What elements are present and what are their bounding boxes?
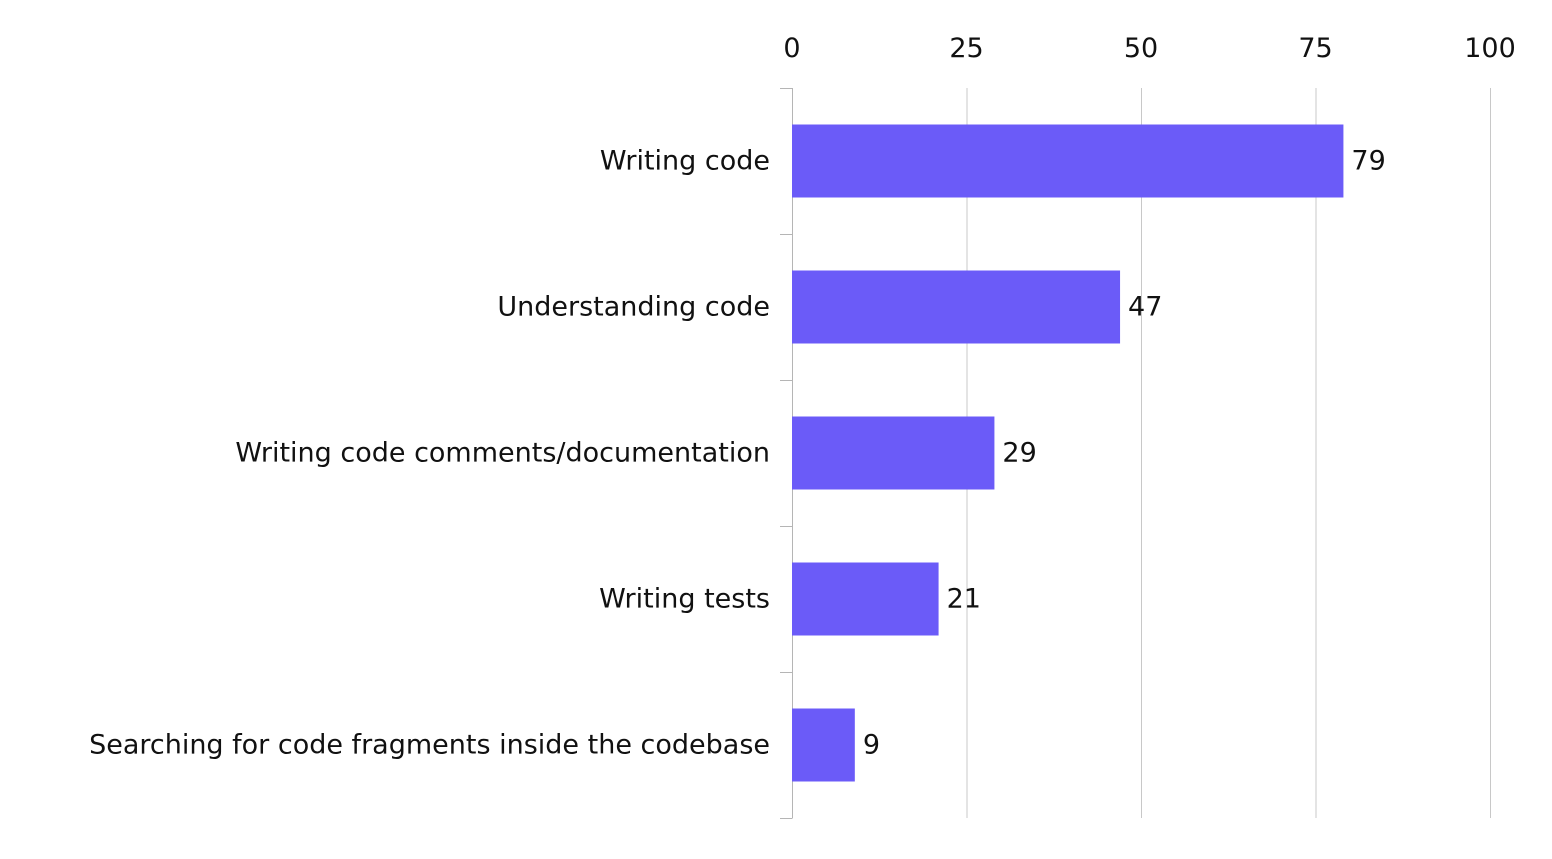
y-axis <box>780 88 793 819</box>
x-axis-ticks: 0 25 50 75 100 <box>783 33 1515 64</box>
category-label: Writing code <box>600 146 770 177</box>
bar <box>792 708 855 782</box>
category-label: Understanding code <box>497 292 770 323</box>
bar-value-label: 21 <box>947 584 981 615</box>
category-label: Writing tests <box>599 584 770 615</box>
bar <box>792 562 939 636</box>
category-label: Searching for code fragments inside the … <box>89 730 770 761</box>
bar-value-label: 79 <box>1351 146 1385 177</box>
bar <box>792 416 995 490</box>
x-tick-label: 50 <box>1124 33 1158 64</box>
bar-value-label: 29 <box>1002 438 1036 469</box>
category-label: Writing code comments/documentation <box>235 438 770 469</box>
bars <box>792 124 1344 782</box>
value-labels: 79 47 29 21 9 <box>863 146 1386 761</box>
category-labels: Writing code Understanding code Writing co… <box>89 146 770 761</box>
bar <box>792 124 1344 198</box>
bar <box>792 270 1121 344</box>
x-tick-label: 100 <box>1464 33 1516 64</box>
x-tick-label: 25 <box>949 33 983 64</box>
bar-value-label: 47 <box>1128 292 1162 323</box>
bar-value-label: 9 <box>863 730 880 761</box>
x-tick-label: 75 <box>1298 33 1332 64</box>
x-tick-label: 0 <box>783 33 800 64</box>
